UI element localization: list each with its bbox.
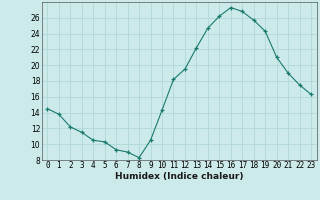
X-axis label: Humidex (Indice chaleur): Humidex (Indice chaleur) bbox=[115, 172, 244, 181]
